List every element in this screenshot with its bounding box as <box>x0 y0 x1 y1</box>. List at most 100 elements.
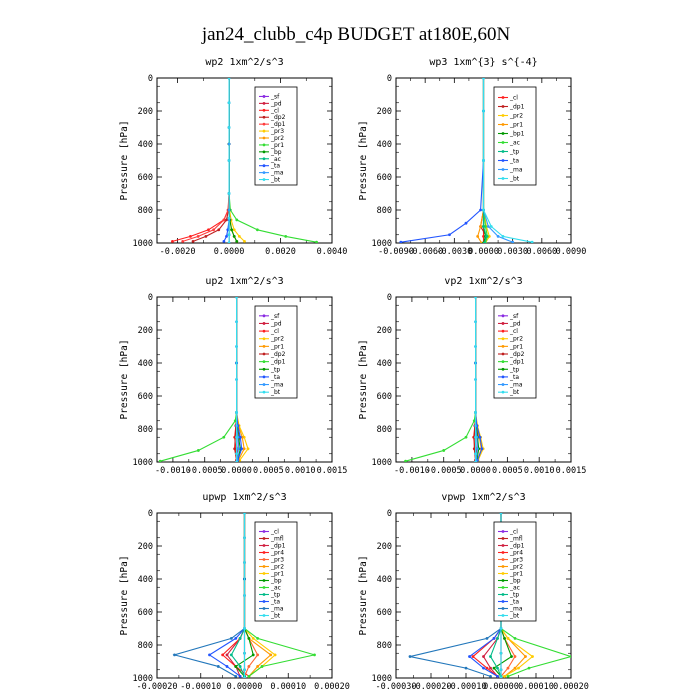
x-tick-label: 0.0005 <box>492 466 523 476</box>
data-point <box>238 674 242 678</box>
data-point <box>243 676 246 678</box>
y-tick-label: 1000 <box>133 458 153 468</box>
legend-marker <box>501 132 505 135</box>
data-point <box>479 208 482 212</box>
data-point <box>489 655 492 658</box>
data-point <box>227 159 231 162</box>
data-point <box>234 665 238 668</box>
legend-label: _pd <box>270 100 282 107</box>
y-tick-label: 200 <box>377 542 392 552</box>
y-tick-label: 0 <box>387 74 392 84</box>
x-tick-label: -0.0030 <box>436 247 472 257</box>
y-tick-label: 200 <box>138 542 153 552</box>
data-point <box>227 101 231 105</box>
data-point <box>483 241 486 243</box>
panel-0: wp2 1xm^2/s^3 Pressure [hPa] 0 200 400 600 800… <box>119 57 347 257</box>
data-point <box>527 666 531 670</box>
legend-label: _dp1 <box>509 359 525 366</box>
legend-label: _sf <box>270 313 280 320</box>
legend-marker <box>501 168 505 171</box>
x-tick-label: 0.00000 <box>227 682 263 692</box>
legend-label: _dp1 <box>509 104 525 111</box>
legend-label: _pr3 <box>509 557 523 564</box>
y-tick-label: 1000 <box>372 239 392 249</box>
legend: _sf_pd_cl_pr2_pr1_dp2_dp1_tp_ta_ma_bt <box>493 305 537 399</box>
legend-marker <box>262 586 266 589</box>
data-point <box>256 637 260 640</box>
legend-marker <box>262 171 266 175</box>
data-point <box>243 594 246 597</box>
legend-label: _cl <box>270 529 279 536</box>
legend-label: _ta <box>270 163 280 170</box>
legend-marker <box>501 177 505 180</box>
legend-marker <box>501 537 505 540</box>
legend-label: _tp <box>509 366 519 373</box>
data-point <box>243 627 246 630</box>
series-group <box>158 297 250 462</box>
data-point <box>524 655 527 658</box>
data-point <box>569 655 571 658</box>
legend-label: _pr2 <box>270 135 284 142</box>
legend-marker <box>262 178 266 181</box>
y-tick-label: 1000 <box>372 674 392 684</box>
legend-marker <box>262 375 266 379</box>
data-point <box>506 666 510 670</box>
data-point <box>530 240 534 243</box>
y-tick-label: 0 <box>148 293 153 303</box>
data-point <box>474 320 477 324</box>
legend-label: _ma <box>509 167 523 174</box>
data-point <box>243 513 246 515</box>
data-point <box>496 235 500 238</box>
y-tick-label: 600 <box>377 392 392 402</box>
legend-marker <box>262 344 266 348</box>
legend-marker <box>501 105 505 108</box>
data-point <box>496 674 499 678</box>
data-point <box>269 653 273 657</box>
y-tick-label: 0 <box>148 509 153 519</box>
x-tick-label: -0.0060 <box>407 247 443 257</box>
legend-marker <box>262 95 266 98</box>
data-point <box>474 378 477 381</box>
panel-title: vpwp 1xm^2/s^3 <box>441 492 525 503</box>
legend-label: _ma <box>270 170 284 177</box>
data-point <box>227 192 231 195</box>
data-point <box>196 235 200 238</box>
x-tick-label: 0.00010 <box>270 682 306 692</box>
legend-label: _tp <box>270 592 280 599</box>
legend-label: _bt <box>270 389 281 396</box>
legend-marker <box>501 322 505 325</box>
x-tick-label: 0.00010 <box>518 682 554 692</box>
data-point <box>225 653 229 657</box>
y-tick-label: 800 <box>377 206 392 216</box>
legend-label: _cl <box>509 95 518 102</box>
data-point <box>235 411 238 414</box>
legend: _cl _dp1 _pr2 _pr1 _bp1 _ac _tp _ta _ma _bt <box>493 86 537 186</box>
legend-label: _pr1 <box>509 122 523 129</box>
legend-label: _ac <box>270 585 281 592</box>
data-point <box>227 126 231 129</box>
legend-label: _bt <box>270 613 281 620</box>
x-tick-label: -0.0005 <box>426 466 462 476</box>
legend-label: _pr1 <box>270 343 284 350</box>
data-point <box>260 665 264 668</box>
data-point <box>247 665 251 668</box>
legend-box <box>493 86 537 186</box>
legend-label: _ta <box>509 599 519 606</box>
data-point <box>235 452 238 456</box>
legend-label: _ta <box>270 374 280 381</box>
legend-marker <box>262 572 266 575</box>
data-point <box>474 452 477 456</box>
y-tick-label: 200 <box>377 107 392 117</box>
data-point <box>474 345 477 348</box>
y-tick-label: 600 <box>138 608 153 618</box>
panel-2: up2 1xm^2/s^3 Pressure [hPa] 0 200 400 600 800… <box>119 276 347 476</box>
data-point <box>489 674 492 678</box>
legend-marker <box>501 314 505 318</box>
data-point <box>511 240 515 243</box>
x-tick-label: -0.0010 <box>155 466 191 476</box>
legend-marker <box>501 607 505 610</box>
data-point <box>408 655 412 658</box>
y-axis-label: Pressure [hPa] <box>358 339 369 419</box>
data-point <box>235 239 239 243</box>
